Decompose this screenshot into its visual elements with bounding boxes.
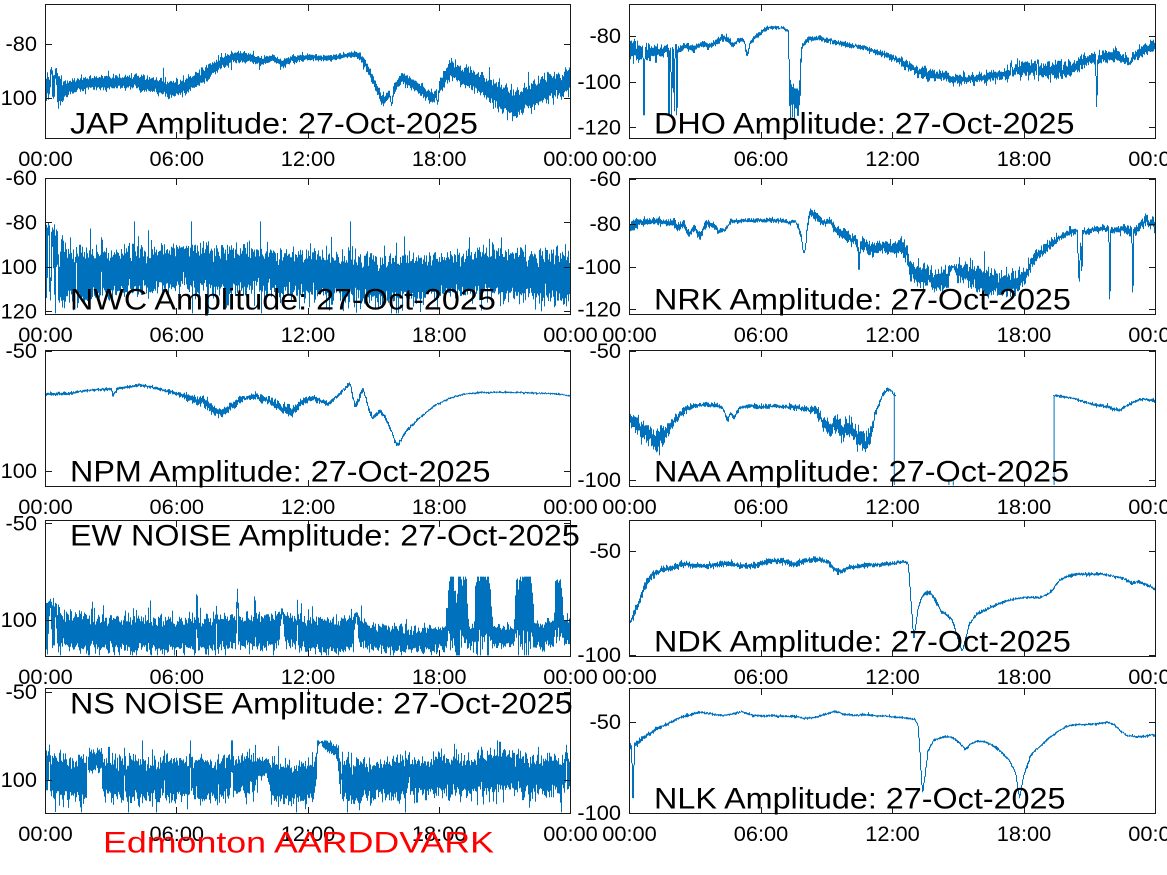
svg-text:-60: -60: [590, 168, 622, 191]
svg-text:18:00: 18:00: [412, 823, 467, 846]
svg-text:12:00: 12:00: [281, 823, 336, 846]
svg-text:NWC Amplitude: 27-Oct-2025: NWC Amplitude: 27-Oct-2025: [70, 284, 496, 317]
svg-text:-80: -80: [6, 33, 38, 56]
svg-text:00:00: 00:00: [602, 666, 657, 689]
svg-text:12:00: 12:00: [281, 666, 336, 689]
svg-text:00:00: 00:00: [602, 496, 657, 519]
svg-text:-80: -80: [590, 25, 622, 48]
svg-text:18:00: 18:00: [997, 496, 1052, 519]
svg-text:NDK Amplitude: 27-Oct-2025: NDK Amplitude: 27-Oct-2025: [654, 626, 1071, 659]
svg-text:18:00: 18:00: [412, 666, 467, 689]
svg-text:18:00: 18:00: [997, 324, 1052, 347]
svg-text:06:00: 06:00: [734, 324, 789, 347]
svg-text:NPM Amplitude: 27-Oct-2025: NPM Amplitude: 27-Oct-2025: [70, 456, 491, 489]
svg-text:Edmonton AARDDVARK: Edmonton AARDDVARK: [103, 827, 494, 860]
svg-text:00:00: 00:00: [1128, 324, 1167, 347]
svg-text:06:00: 06:00: [734, 148, 789, 171]
svg-text:-100: -100: [0, 460, 37, 483]
svg-text:-100: -100: [577, 644, 621, 667]
svg-text:12:00: 12:00: [281, 496, 336, 519]
svg-text:-80: -80: [6, 212, 38, 235]
svg-text:-50: -50: [6, 681, 38, 704]
svg-text:00:00: 00:00: [543, 148, 598, 171]
svg-text:18:00: 18:00: [412, 496, 467, 519]
svg-text:-100: -100: [577, 256, 621, 279]
svg-text:18:00: 18:00: [412, 148, 467, 171]
svg-text:00:00: 00:00: [602, 823, 657, 846]
svg-text:12:00: 12:00: [865, 666, 920, 689]
svg-text:06:00: 06:00: [150, 666, 205, 689]
svg-text:12:00: 12:00: [281, 148, 336, 171]
svg-text:-80: -80: [590, 213, 622, 236]
svg-text:00:00: 00:00: [543, 496, 598, 519]
svg-text:-50: -50: [590, 540, 622, 563]
svg-text:12:00: 12:00: [865, 496, 920, 519]
svg-text:-100: -100: [0, 256, 37, 279]
svg-text:DHO Amplitude: 27-Oct-2025: DHO Amplitude: 27-Oct-2025: [654, 108, 1075, 141]
svg-text:06:00: 06:00: [734, 666, 789, 689]
svg-text:JAP Amplitude: 27-Oct-2025: JAP Amplitude: 27-Oct-2025: [70, 108, 478, 141]
svg-text:00:00: 00:00: [543, 666, 598, 689]
svg-text:NRK Amplitude: 27-Oct-2025: NRK Amplitude: 27-Oct-2025: [654, 284, 1071, 317]
svg-text:00:00: 00:00: [543, 823, 598, 846]
svg-text:12:00: 12:00: [281, 324, 336, 347]
svg-text:00:00: 00:00: [1128, 148, 1167, 171]
svg-text:-100: -100: [0, 769, 37, 792]
svg-text:NS NOISE Amplitude: 27-Oct-202: NS NOISE Amplitude: 27-Oct-2025: [70, 688, 573, 721]
svg-text:00:00: 00:00: [18, 823, 73, 846]
svg-text:NAA Amplitude: 27-Oct-2025: NAA Amplitude: 27-Oct-2025: [654, 456, 1069, 489]
svg-text:-50: -50: [6, 513, 38, 536]
svg-text:-120: -120: [0, 301, 37, 324]
svg-text:-50: -50: [590, 340, 622, 363]
svg-text:18:00: 18:00: [997, 666, 1052, 689]
svg-text:18:00: 18:00: [997, 823, 1052, 846]
svg-text:18:00: 18:00: [997, 148, 1052, 171]
svg-text:06:00: 06:00: [150, 496, 205, 519]
svg-text:00:00: 00:00: [602, 148, 657, 171]
svg-text:-100: -100: [577, 802, 621, 825]
svg-text:12:00: 12:00: [865, 823, 920, 846]
svg-text:06:00: 06:00: [734, 823, 789, 846]
svg-text:06:00: 06:00: [150, 148, 205, 171]
svg-text:-100: -100: [0, 609, 37, 632]
svg-text:06:00: 06:00: [150, 823, 205, 846]
svg-text:06:00: 06:00: [150, 324, 205, 347]
svg-text:-120: -120: [577, 299, 621, 322]
svg-text:-100: -100: [0, 87, 37, 110]
svg-text:00:00: 00:00: [1128, 496, 1167, 519]
svg-text:00:00: 00:00: [18, 666, 73, 689]
svg-text:-100: -100: [577, 469, 621, 492]
svg-text:00:00: 00:00: [602, 324, 657, 347]
svg-text:-60: -60: [6, 167, 38, 190]
svg-text:12:00: 12:00: [865, 148, 920, 171]
svg-text:-120: -120: [577, 117, 621, 140]
svg-text:-50: -50: [590, 711, 622, 734]
svg-text:18:00: 18:00: [412, 324, 467, 347]
svg-text:00:00: 00:00: [18, 496, 73, 519]
svg-text:00:00: 00:00: [18, 148, 73, 171]
svg-text:00:00: 00:00: [18, 324, 73, 347]
svg-text:00:00: 00:00: [543, 324, 598, 347]
svg-text:06:00: 06:00: [734, 496, 789, 519]
svg-text:NLK Amplitude: 27-Oct-2025: NLK Amplitude: 27-Oct-2025: [654, 783, 1066, 816]
svg-text:00:00: 00:00: [1128, 666, 1167, 689]
svg-text:00:00: 00:00: [1128, 823, 1167, 846]
svg-text:EW NOISE Amplitude: 27-Oct-202: EW NOISE Amplitude: 27-Oct-2025: [70, 520, 580, 553]
svg-text:-50: -50: [6, 340, 38, 363]
svg-text:12:00: 12:00: [865, 324, 920, 347]
svg-text:-100: -100: [577, 71, 621, 94]
